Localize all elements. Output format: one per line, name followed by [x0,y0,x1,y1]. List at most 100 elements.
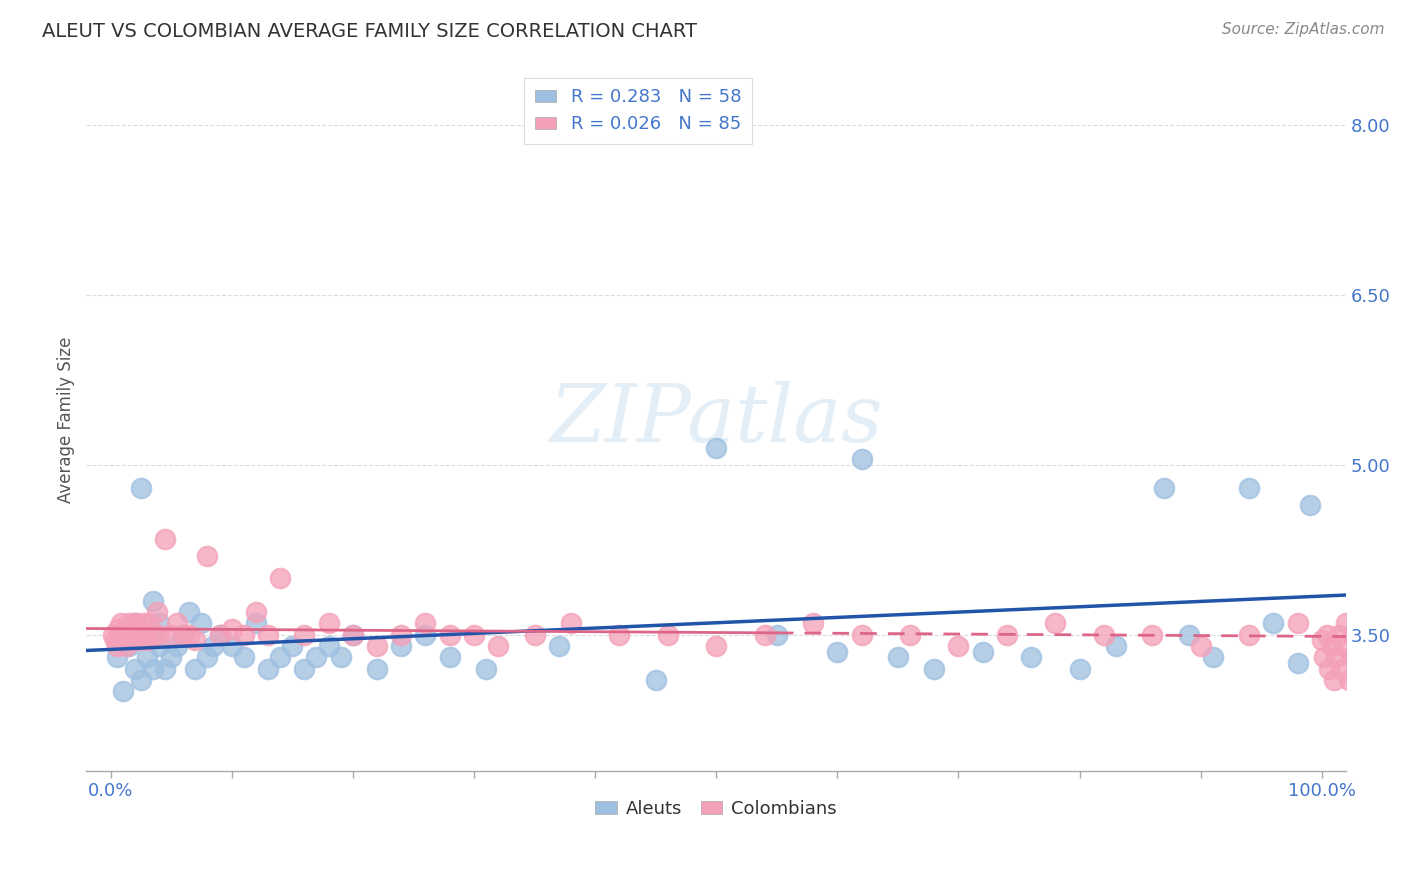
Point [486,639,509,653]
Point [389,628,412,642]
Point [1313,650,1336,665]
Point [1316,628,1339,642]
Point [134,628,156,642]
Point [221,622,243,636]
Point [475,662,498,676]
Point [887,650,910,665]
Point [127,628,149,642]
Point [415,616,437,631]
Point [108,633,131,648]
Point [318,639,340,653]
Point [135,628,157,642]
Point [110,616,132,631]
Point [1327,628,1350,642]
Point [111,684,134,698]
Point [197,549,219,563]
Point [121,628,143,642]
Point [972,645,994,659]
Point [208,628,231,642]
Point [898,628,921,642]
Point [172,628,194,642]
Point [1330,662,1353,676]
Point [657,628,679,642]
Point [245,605,267,619]
Point [1045,616,1067,631]
Point [644,673,666,687]
Point [366,662,388,676]
Point [148,616,170,631]
Point [389,639,412,653]
Point [754,628,776,642]
Point [117,628,139,642]
Point [179,605,201,619]
Point [112,628,135,642]
Point [232,628,254,642]
Point [120,633,142,648]
Point [439,628,461,642]
Point [135,628,157,642]
Point [124,633,146,648]
Point [851,628,873,642]
Point [922,662,945,676]
Point [129,481,152,495]
Point [1343,628,1365,642]
Point [269,650,291,665]
Point [1334,616,1357,631]
Point [1105,639,1128,653]
Text: Source: ZipAtlas.com: Source: ZipAtlas.com [1222,22,1385,37]
Point [197,650,219,665]
Point [131,628,153,642]
Point [122,622,145,636]
Point [115,639,138,653]
Point [118,639,141,653]
Point [107,622,129,636]
Point [1286,656,1309,670]
Point [1323,673,1346,687]
Point [114,622,136,636]
Point [208,628,231,642]
Point [108,628,131,642]
Legend: Aleuts, Colombians: Aleuts, Colombians [588,792,844,825]
Point [948,639,970,653]
Point [190,616,212,631]
Point [305,650,328,665]
Point [607,628,630,642]
Point [124,616,146,631]
Point [257,662,280,676]
Point [135,633,157,648]
Point [292,662,315,676]
Point [342,628,364,642]
Point [1337,673,1360,687]
Point [704,639,727,653]
Point [851,452,873,467]
Point [329,650,352,665]
Point [184,633,207,648]
Point [1069,662,1091,676]
Point [138,616,160,631]
Point [281,639,304,653]
Point [415,628,437,642]
Point [318,616,340,631]
Point [1299,498,1322,512]
Text: ALEUT VS COLOMBIAN AVERAGE FAMILY SIZE CORRELATION CHART: ALEUT VS COLOMBIAN AVERAGE FAMILY SIZE C… [42,22,697,41]
Text: ZIPatlas: ZIPatlas [550,381,883,458]
Point [105,639,128,653]
Point [245,616,267,631]
Point [104,633,127,648]
Point [160,650,183,665]
Point [1092,628,1115,642]
Y-axis label: Average Family Size: Average Family Size [58,336,75,503]
Point [1317,662,1340,676]
Point [105,650,128,665]
Point [1189,639,1212,653]
Point [463,628,485,642]
Point [142,628,165,642]
Point [1019,650,1042,665]
Point [1237,481,1260,495]
Point [1142,628,1164,642]
Point [827,645,849,659]
Point [145,605,167,619]
Point [172,628,194,642]
Point [148,628,170,642]
Point [160,628,183,642]
